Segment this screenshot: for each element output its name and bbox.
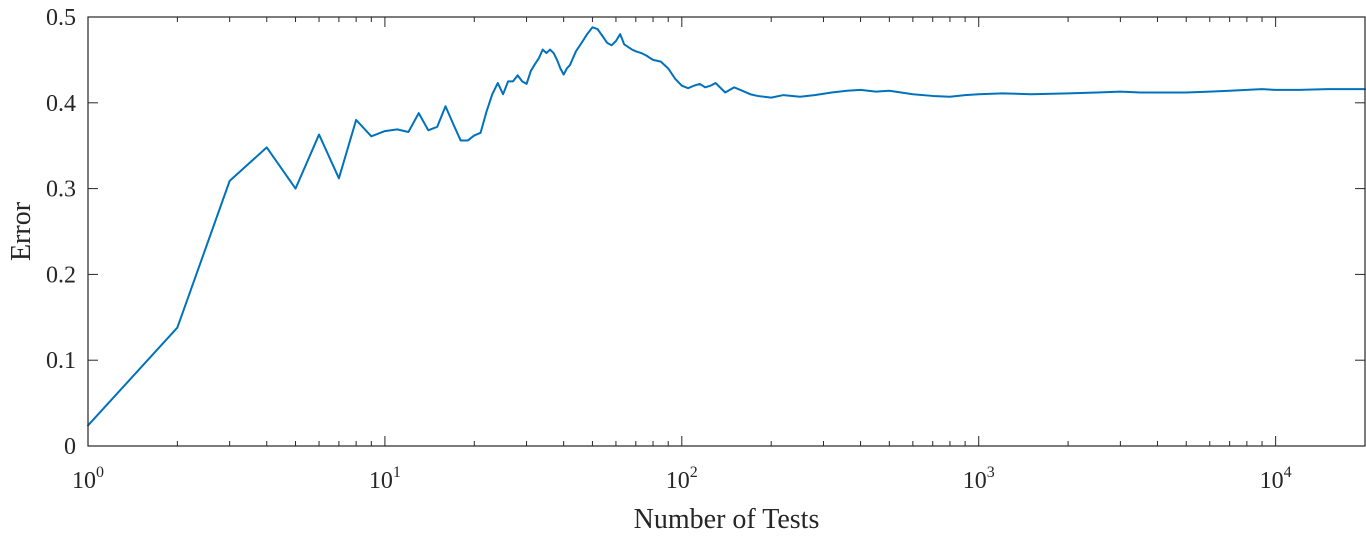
x-minor-ticks <box>176 17 1366 446</box>
plot-background <box>88 17 1365 446</box>
axes-box <box>87 16 1366 447</box>
series-line-1 <box>87 26 1366 427</box>
x-tick-label: 102 <box>666 464 698 494</box>
x-tick-labels: 100 101 102 103 104 <box>72 464 1292 494</box>
axes-frame <box>87 16 1366 447</box>
y-tick-label: 0 <box>64 434 76 460</box>
y-tick-label: 0.4 <box>46 91 76 117</box>
y-tick-label: 0.2 <box>46 262 76 288</box>
x-tick-label: 104 <box>1260 464 1292 494</box>
y-axis-title: Error <box>6 201 37 261</box>
y-tick-label: 0.3 <box>46 177 76 203</box>
y-tick-label: 0.1 <box>46 348 76 374</box>
x-axis-title: Number of Tests <box>634 504 820 535</box>
x-tick-label: 101 <box>369 464 401 494</box>
plot-area <box>88 17 1365 446</box>
y-tick-label: 0.5 <box>46 5 76 31</box>
x-tick-label: 103 <box>963 464 995 494</box>
series-layer <box>87 26 1366 427</box>
x-tick-label: 100 <box>72 464 104 494</box>
y-tick-labels: 0 0.1 0.2 0.3 0.4 0.5 <box>46 5 76 460</box>
